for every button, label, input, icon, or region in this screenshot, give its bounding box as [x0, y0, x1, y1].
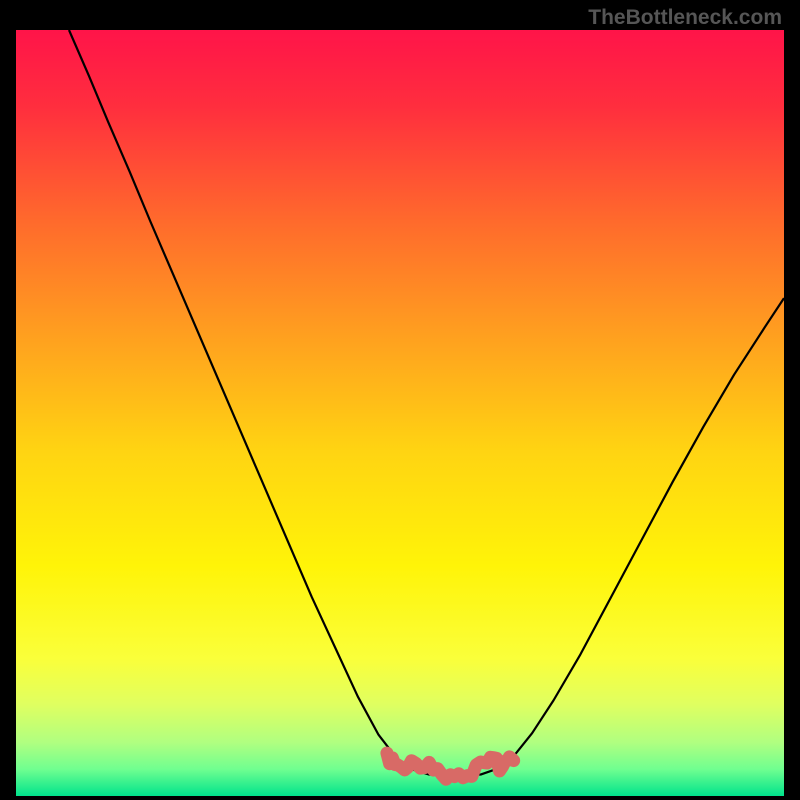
chart-container: TheBottleneck.com	[0, 0, 800, 800]
chart-plot-area	[16, 30, 784, 796]
watermark-text: TheBottleneck.com	[588, 6, 782, 30]
gradient-background	[16, 30, 784, 796]
